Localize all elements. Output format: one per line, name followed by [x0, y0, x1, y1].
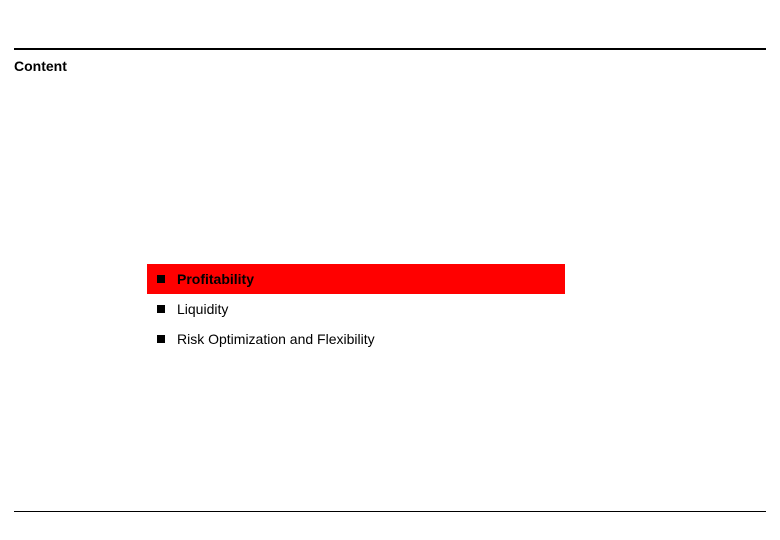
- section-heading: Content: [14, 58, 67, 74]
- square-bullet-icon: [157, 275, 165, 283]
- square-bullet-icon: [157, 335, 165, 343]
- list-item: Profitability: [147, 264, 565, 294]
- slide-page: Content Profitability Liquidity Risk Opt…: [0, 0, 780, 540]
- list-item: Risk Optimization and Flexibility: [147, 324, 565, 354]
- list-item-label: Liquidity: [177, 301, 228, 317]
- bottom-horizontal-rule: [14, 511, 766, 512]
- top-horizontal-rule: [14, 48, 766, 50]
- list-item-label: Profitability: [177, 271, 254, 287]
- content-list: Profitability Liquidity Risk Optimizatio…: [147, 264, 565, 354]
- list-item: Liquidity: [147, 294, 565, 324]
- list-item-label: Risk Optimization and Flexibility: [177, 331, 375, 347]
- square-bullet-icon: [157, 305, 165, 313]
